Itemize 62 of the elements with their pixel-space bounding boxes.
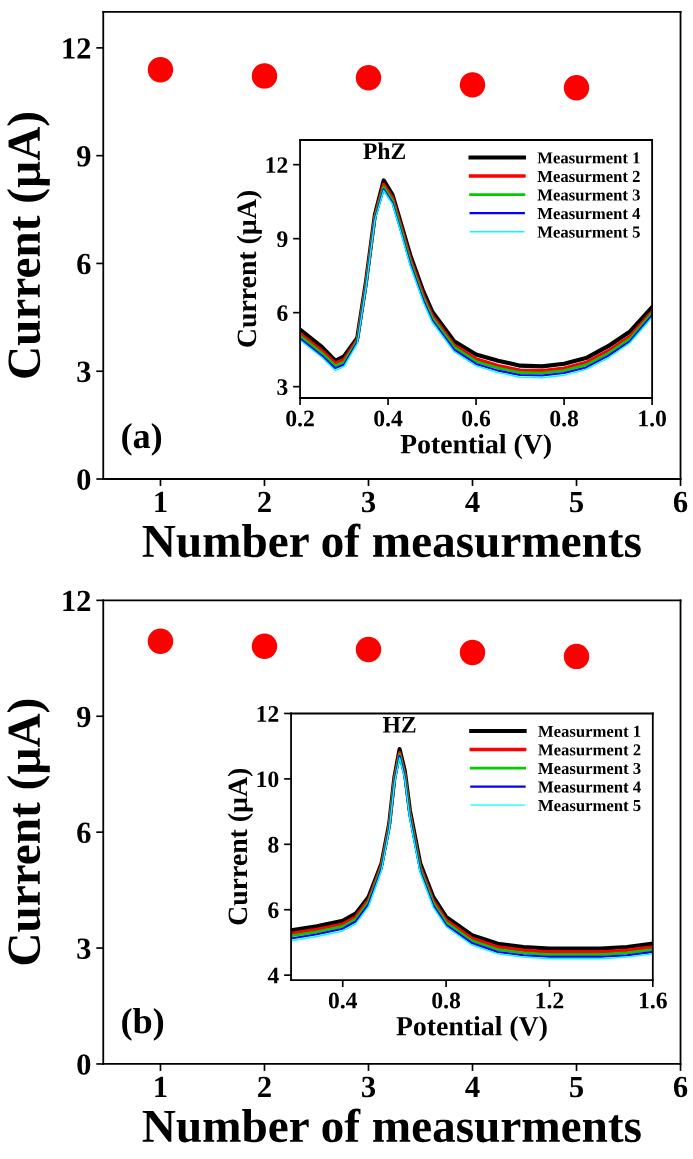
x-axis-title: Potential (V)	[396, 1016, 547, 1042]
x-axis-title: Number of measurments	[142, 1108, 641, 1143]
x-axis-title: Number of measurments	[142, 523, 641, 558]
y-axis-title: Current (µA)	[6, 699, 50, 965]
x-tick-label: 1	[155, 491, 167, 513]
legend-label: Measurment 3	[538, 762, 641, 775]
x-tick-label: 4	[465, 491, 480, 513]
y-tick-label: 6	[77, 253, 91, 275]
y-tick-label: 6	[77, 822, 91, 844]
x-tick-label: 2	[258, 1076, 271, 1097]
annotation: (a)	[122, 422, 162, 456]
y-tick-label: 12	[63, 38, 91, 59]
x-tick-label: 1	[155, 1076, 167, 1097]
legend-label: Measurment 4	[538, 781, 641, 793]
y-tick-label: 9	[77, 706, 91, 728]
legend-label: Measurment 1	[538, 725, 641, 738]
x-tick-label: 0.8	[550, 410, 579, 427]
y-tick-label: 12	[266, 157, 288, 173]
y-axis-title: Current (µA)	[6, 113, 50, 378]
y-tick-label: 3	[277, 379, 288, 396]
y-tick-label: 6	[268, 902, 279, 919]
x-tick-label: 0.8	[432, 992, 461, 1009]
x-tick-label: 1.2	[536, 992, 564, 1009]
x-axis-title: Potential (V)	[400, 434, 551, 460]
x-tick-label: 5	[570, 492, 584, 513]
x-tick-label: 0.4	[374, 410, 403, 427]
legend-label: Measurment 5	[537, 226, 640, 238]
x-tick-label: 0.6	[462, 410, 491, 427]
legend-label: Measurment 1	[537, 152, 640, 164]
y-axis-title: Current (µA)	[236, 191, 262, 347]
legend-label: Measurment 5	[538, 800, 641, 812]
x-tick-label: 3	[362, 1076, 376, 1098]
x-tick-label: 3	[362, 491, 376, 513]
y-tick-label: 6	[277, 305, 288, 322]
x-tick-label: 5	[570, 1076, 584, 1098]
y-tick-label: 12	[257, 706, 279, 722]
y-tick-label: 12	[63, 590, 91, 611]
x-tick-label: 6	[673, 1076, 688, 1098]
y-tick-label: 9	[77, 146, 91, 167]
y-axis-title: Current (µA)	[227, 768, 253, 925]
legend-label: Measurment 2	[538, 744, 641, 756]
y-tick-label: 0	[77, 1054, 91, 1075]
x-tick-label: 4	[465, 1076, 480, 1097]
legend-label: Measurment 3	[537, 189, 640, 201]
legend-label: Measurment 4	[537, 208, 641, 220]
x-tick-label: 6	[673, 491, 688, 513]
legend-label: Measurment 2	[537, 170, 640, 183]
y-tick-label: 3	[77, 938, 91, 959]
x-tick-label: 0.4	[328, 992, 358, 1009]
y-tick-label: 3	[77, 361, 91, 383]
y-tick-label: 8	[268, 836, 279, 853]
y-tick-label: 10	[257, 771, 279, 788]
x-tick-label: 0.2	[286, 410, 314, 427]
y-tick-label: 4	[267, 967, 279, 984]
x-tick-label: 1.0	[639, 410, 666, 427]
y-tick-label: 0	[77, 469, 91, 490]
annotation: PhZ	[363, 142, 406, 159]
annotation: (b)	[122, 1008, 164, 1041]
x-tick-label: 1.6	[639, 992, 667, 1009]
x-tick-label: 2	[258, 491, 271, 513]
annotation: HZ	[382, 717, 416, 733]
y-tick-label: 9	[277, 231, 288, 248]
